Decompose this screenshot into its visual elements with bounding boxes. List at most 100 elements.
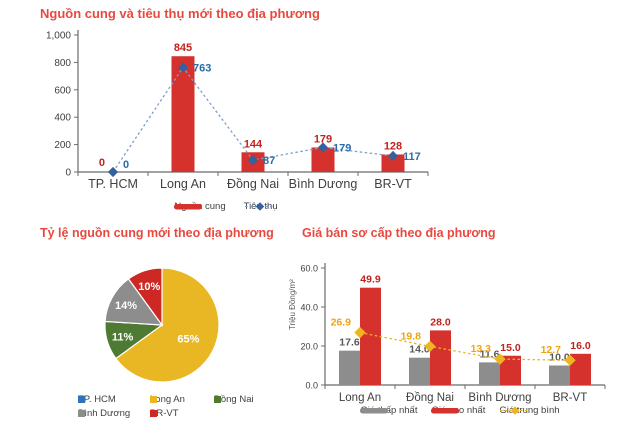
bar-Đồng Nai: [430, 330, 451, 385]
bar-value-label: 16.0: [570, 340, 591, 352]
line-marker-icon: [387, 150, 399, 162]
legend-item: Bình Dương: [78, 408, 150, 419]
square-legend-swatch-icon: [214, 396, 221, 403]
bar-value-label: 845: [174, 42, 192, 54]
bar-value-label: 0: [99, 157, 105, 169]
bar-value-label: 17.6: [339, 337, 360, 349]
pie-percent-label: 14%: [115, 300, 137, 312]
y-tick-label: 0.0: [305, 381, 318, 391]
price-chart-legend: Giá thấp nhất Giá cao nhất Giá trung bình: [310, 405, 610, 416]
legend-label: BR-VT: [150, 408, 179, 419]
x-category-label: BR-VT: [553, 392, 588, 404]
bar-value-label: 144: [244, 138, 263, 150]
x-category-label: Đồng Nai: [227, 177, 279, 191]
share-chart-title: Tỷ lệ nguồn cung mới theo địa phương: [40, 226, 274, 240]
supply-chart-legend: Nguồn cung Tiêu thụ: [36, 201, 416, 212]
bar-Bình Dương: [311, 147, 335, 172]
bar-Long An: [171, 56, 195, 172]
supply-chart-title: Nguồn cung và tiêu thụ mới theo địa phươ…: [40, 6, 320, 21]
pie-slice-BR-VT: [127, 267, 163, 327]
legend-item: BR-VT: [150, 408, 214, 419]
x-category-label: Long An: [339, 392, 381, 404]
line-value-label: 87: [263, 155, 275, 167]
legend-item: TP. HCM: [78, 394, 150, 405]
supply-chart-canvas: 0 200 400 600 800 1,000 TP. HCM Long An Đồng Nai…: [46, 30, 429, 191]
legend-item: Giá trung bình: [499, 405, 559, 416]
line-marker-icon: [424, 340, 436, 353]
line-marker-icon: [354, 326, 366, 339]
square-legend-swatch-icon: [150, 410, 157, 417]
bar-Bình Dương: [500, 355, 521, 385]
bar-Long An: [339, 350, 360, 385]
bar-legend-swatch-icon: [431, 408, 460, 414]
bar-Long An: [360, 287, 381, 385]
y-tick-label: 200: [54, 140, 71, 151]
line-marker-icon: [107, 166, 119, 178]
legend-label: Bình Dương: [78, 408, 131, 419]
line-value-label: 179: [333, 142, 351, 154]
x-category-label: BR-VT: [374, 177, 412, 191]
legend-label: Đồng Nai: [214, 394, 254, 405]
share-chart-legend: TP. HCM Long An Đồng Nai Bình Dương BR-VT: [78, 394, 292, 419]
line-legend-swatch-icon: [500, 406, 531, 415]
legend-label: TP. HCM: [78, 394, 116, 405]
line-marker-icon: [255, 202, 264, 211]
x-category-label: Bình Dương: [468, 392, 531, 404]
bar-value-label: 179: [314, 133, 332, 145]
bar-BR-VT: [549, 365, 570, 385]
pie-percent-label: 65%: [177, 333, 199, 345]
legend-item: Giá cao nhất: [431, 405, 485, 416]
legend-item: Đồng Nai: [214, 394, 292, 405]
bar-Bình Dương: [479, 362, 500, 385]
bar-Đồng Nai: [409, 357, 430, 385]
line-marker-icon: [564, 354, 576, 366]
bar-value-label: 128: [384, 140, 402, 152]
y-tick-label: 60.0: [300, 264, 318, 274]
square-legend-swatch-icon: [150, 396, 157, 403]
legend-item: Nguồn cung: [174, 201, 226, 212]
legend-item: Tiêu thụ: [244, 201, 278, 212]
line-value-label: 13.3: [471, 343, 492, 355]
legend-label: Giá thấp nhất: [360, 405, 418, 416]
bar-value-label: 11.6: [480, 348, 500, 360]
bar-value-label: 15.0: [500, 342, 521, 354]
x-category-label: TP. HCM: [88, 177, 138, 191]
bar-BR-VT: [381, 154, 405, 172]
y-tick-label: 20.0: [300, 342, 318, 352]
y-tick-label: 1,000: [46, 31, 71, 42]
legend-label: Long An: [150, 394, 185, 405]
square-legend-swatch-icon: [78, 396, 85, 403]
price-chart-canvas: 0.0 20.0 40.0 60.0 Long An Đồng Nai Bình Dương…: [300, 263, 606, 404]
y-tick-label: 800: [54, 58, 71, 69]
y-tick-label: 600: [54, 85, 71, 96]
line-value-label: 26.9: [331, 317, 352, 329]
line-value-label: 117: [403, 151, 421, 163]
pie-percent-label: 10%: [138, 281, 160, 293]
y-tick-label: 40.0: [300, 303, 318, 313]
legend-item: Long An: [150, 394, 214, 405]
line-legend-swatch-icon: [244, 202, 275, 211]
bar-value-label: 49.9: [360, 274, 381, 286]
line-value-label: 12.7: [541, 344, 562, 356]
price-chart-title: Giá bán sơ cấp theo địa phương: [302, 226, 496, 240]
x-category-label: Long An: [160, 177, 206, 191]
bar-legend-swatch-icon: [174, 204, 203, 210]
trend-line: [359, 331, 571, 361]
line-value-label: 19.8: [401, 330, 422, 342]
square-legend-swatch-icon: [78, 410, 85, 417]
x-category-label: Bình Dương: [289, 177, 358, 191]
line-marker-icon: [511, 406, 520, 415]
line-value-label: 0: [123, 159, 129, 171]
y-tick-label: 400: [54, 113, 71, 124]
legend-label: Giá trung bình: [499, 405, 560, 416]
bar-value-label: 28.0: [430, 316, 451, 328]
x-category-label: Đồng Nai: [406, 392, 454, 404]
line-value-label: 763: [193, 62, 211, 74]
legend-item: Giá thấp nhất: [360, 405, 417, 416]
share-chart-canvas: 65% 11% 14%10%: [104, 267, 220, 383]
bar-legend-swatch-icon: [360, 408, 389, 414]
bar-BR-VT: [570, 353, 591, 385]
pie-slice-Long An: [115, 267, 220, 383]
pie-percent-label: 11%: [112, 331, 134, 343]
